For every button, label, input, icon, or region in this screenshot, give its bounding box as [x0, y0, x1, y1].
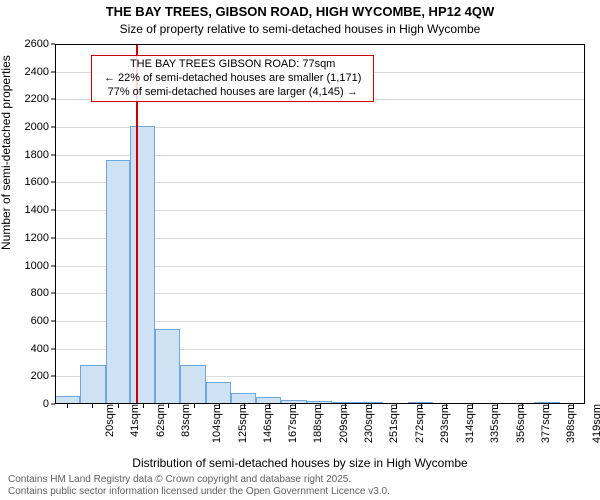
plot-area: 0200400600800100012001400160018002000220… — [55, 44, 585, 404]
x-tick-mark — [118, 404, 119, 408]
x-tick-label: 230sqm — [363, 404, 375, 443]
x-tick-label: 356sqm — [515, 404, 527, 443]
x-tick-label: 293sqm — [439, 404, 451, 443]
y-tick-label: 2200 — [25, 93, 49, 105]
y-tick-label: 2000 — [25, 121, 49, 133]
y-tick-label: 1400 — [25, 204, 49, 216]
y-tick-label: 2400 — [25, 66, 49, 78]
x-tick-label: 20sqm — [104, 404, 116, 437]
x-tick-mark — [472, 404, 473, 408]
x-tick-mark — [92, 404, 93, 408]
figure: THE BAY TREES, GIBSON ROAD, HIGH WYCOMBE… — [0, 0, 600, 500]
y-tick-label: 1800 — [25, 149, 49, 161]
y-axis-label: Number of semi-detached properties — [0, 55, 13, 250]
x-tick-mark — [421, 404, 422, 408]
x-tick-mark — [371, 404, 372, 408]
x-tick-label: 251sqm — [388, 404, 400, 443]
y-tick-label: 1200 — [25, 232, 49, 244]
x-tick-mark — [396, 404, 397, 408]
y-tick-label: 800 — [31, 287, 49, 299]
attribution-footer: Contains HM Land Registry data © Crown c… — [8, 474, 390, 498]
x-tick-mark — [143, 404, 144, 408]
y-tick-label: 1000 — [25, 260, 49, 272]
y-tick-label: 0 — [43, 398, 49, 410]
x-tick-label: 335sqm — [490, 404, 502, 443]
x-tick-mark — [219, 404, 220, 408]
x-tick-mark — [269, 404, 270, 408]
plot-border — [55, 44, 585, 404]
x-tick-label: 419sqm — [591, 404, 600, 443]
x-tick-mark — [446, 404, 447, 408]
x-tick-mark — [67, 404, 68, 408]
x-tick-label: 41sqm — [129, 404, 141, 437]
y-tick-label: 600 — [31, 315, 49, 327]
y-tick-label: 1600 — [25, 176, 49, 188]
x-tick-label: 272sqm — [414, 404, 426, 443]
x-tick-mark — [345, 404, 346, 408]
x-tick-mark — [548, 404, 549, 408]
x-tick-mark — [194, 404, 195, 408]
footer-line-2: Contains public sector information licen… — [8, 486, 390, 498]
x-tick-mark — [295, 404, 296, 408]
x-tick-mark — [244, 404, 245, 408]
footer-line-1: Contains HM Land Registry data © Crown c… — [8, 474, 390, 486]
x-tick-mark — [522, 404, 523, 408]
x-tick-mark — [168, 404, 169, 408]
x-tick-mark — [497, 404, 498, 408]
x-axis-label: Distribution of semi-detached houses by … — [0, 456, 600, 470]
x-tick-label: 146sqm — [262, 404, 274, 443]
chart-title: THE BAY TREES, GIBSON ROAD, HIGH WYCOMBE… — [0, 4, 600, 19]
x-tick-label: 104sqm — [211, 404, 223, 443]
x-tick-mark — [320, 404, 321, 408]
x-tick-label: 314sqm — [464, 404, 476, 443]
x-tick-label: 83sqm — [180, 404, 192, 437]
x-tick-label: 209sqm — [338, 404, 350, 443]
y-tick-label: 400 — [31, 343, 49, 355]
x-tick-label: 398sqm — [566, 404, 578, 443]
x-tick-mark — [573, 404, 574, 408]
x-tick-label: 188sqm — [313, 404, 325, 443]
chart-subtitle: Size of property relative to semi-detach… — [0, 22, 600, 36]
x-tick-label: 377sqm — [540, 404, 552, 443]
x-tick-label: 167sqm — [287, 404, 299, 443]
x-tick-label: 125sqm — [237, 404, 249, 443]
x-tick-label: 62sqm — [155, 404, 167, 437]
y-tick-label: 200 — [31, 370, 49, 382]
y-tick-label: 2600 — [25, 38, 49, 50]
